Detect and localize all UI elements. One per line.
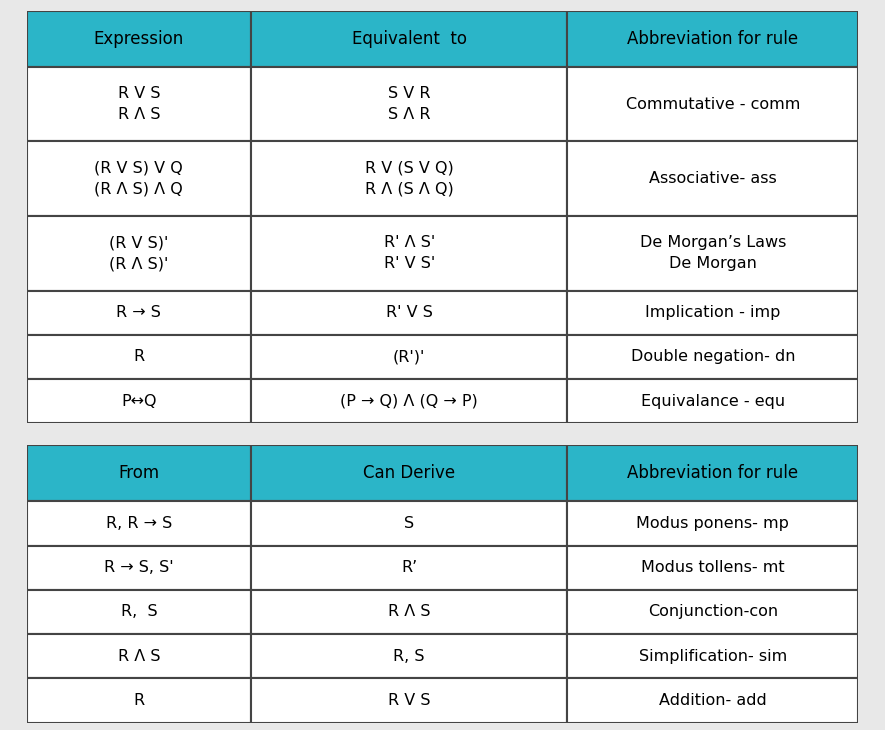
Text: P↔Q: P↔Q bbox=[121, 393, 157, 409]
Text: (R')': (R')' bbox=[393, 350, 426, 364]
Text: R V (S V Q)
R Λ (S Λ Q): R V (S V Q) R Λ (S Λ Q) bbox=[365, 161, 454, 196]
Text: Modus tollens- mt: Modus tollens- mt bbox=[641, 560, 785, 575]
Bar bbox=[27, 335, 251, 379]
Bar bbox=[251, 11, 567, 67]
Bar bbox=[27, 379, 251, 423]
Text: R, S: R, S bbox=[394, 649, 425, 664]
Text: R' Λ S'
R' V S': R' Λ S' R' V S' bbox=[383, 235, 435, 272]
Text: S: S bbox=[404, 516, 414, 531]
Bar bbox=[27, 634, 251, 678]
Bar bbox=[567, 445, 858, 502]
Text: Equivalance - equ: Equivalance - equ bbox=[641, 393, 785, 409]
Bar bbox=[567, 11, 858, 67]
Bar bbox=[567, 545, 858, 590]
Text: Abbreviation for rule: Abbreviation for rule bbox=[627, 464, 798, 483]
Text: Modus ponens- mp: Modus ponens- mp bbox=[636, 516, 789, 531]
Bar bbox=[567, 590, 858, 634]
Text: Associative- ass: Associative- ass bbox=[649, 172, 777, 186]
Bar bbox=[251, 502, 567, 545]
Bar bbox=[251, 634, 567, 678]
Text: Can Derive: Can Derive bbox=[363, 464, 455, 483]
Bar bbox=[251, 67, 567, 142]
Text: R V S: R V S bbox=[388, 693, 430, 708]
Bar bbox=[251, 678, 567, 723]
Bar bbox=[27, 445, 251, 502]
Bar bbox=[251, 590, 567, 634]
Bar bbox=[27, 142, 251, 216]
Text: R: R bbox=[134, 350, 144, 364]
Bar bbox=[567, 502, 858, 545]
Text: (P → Q) Λ (Q → P): (P → Q) Λ (Q → P) bbox=[341, 393, 478, 409]
Bar bbox=[27, 67, 251, 142]
Bar bbox=[27, 291, 251, 335]
Bar bbox=[251, 335, 567, 379]
Text: R V S
R Λ S: R V S R Λ S bbox=[118, 86, 160, 122]
Bar bbox=[251, 142, 567, 216]
Bar bbox=[251, 216, 567, 291]
Text: R: R bbox=[134, 693, 144, 708]
Text: R Λ S: R Λ S bbox=[388, 604, 430, 620]
Bar bbox=[567, 634, 858, 678]
Text: R, R → S: R, R → S bbox=[105, 516, 172, 531]
Bar bbox=[251, 291, 567, 335]
Text: Equivalent  to: Equivalent to bbox=[351, 30, 466, 48]
Text: R → S, S': R → S, S' bbox=[104, 560, 173, 575]
Text: (R V S)'
(R Λ S)': (R V S)' (R Λ S)' bbox=[109, 235, 168, 272]
Bar bbox=[27, 502, 251, 545]
Bar bbox=[27, 545, 251, 590]
Text: (R V S) V Q
(R Λ S) Λ Q: (R V S) V Q (R Λ S) Λ Q bbox=[95, 161, 183, 196]
Bar bbox=[251, 379, 567, 423]
Text: R’: R’ bbox=[401, 560, 418, 575]
Bar bbox=[567, 379, 858, 423]
Text: Conjunction-con: Conjunction-con bbox=[648, 604, 778, 620]
Bar bbox=[567, 216, 858, 291]
Bar bbox=[567, 142, 858, 216]
Text: Implication - imp: Implication - imp bbox=[645, 305, 781, 320]
Bar bbox=[251, 445, 567, 502]
Bar bbox=[251, 545, 567, 590]
Text: Addition- add: Addition- add bbox=[659, 693, 766, 708]
Bar bbox=[567, 291, 858, 335]
Text: R,  S: R, S bbox=[120, 604, 158, 620]
Text: R' V S: R' V S bbox=[386, 305, 433, 320]
Bar bbox=[567, 678, 858, 723]
Text: Simplification- sim: Simplification- sim bbox=[639, 649, 787, 664]
Text: S V R
S Λ R: S V R S Λ R bbox=[388, 86, 430, 122]
Bar bbox=[27, 11, 251, 67]
Text: Double negation- dn: Double negation- dn bbox=[631, 350, 795, 364]
Text: Expression: Expression bbox=[94, 30, 184, 48]
Bar bbox=[567, 335, 858, 379]
Text: De Morgan’s Laws
De Morgan: De Morgan’s Laws De Morgan bbox=[640, 235, 786, 272]
Bar bbox=[567, 67, 858, 142]
Text: R → S: R → S bbox=[117, 305, 161, 320]
Text: Commutative - comm: Commutative - comm bbox=[626, 96, 800, 112]
Text: R Λ S: R Λ S bbox=[118, 649, 160, 664]
Text: Abbreviation for rule: Abbreviation for rule bbox=[627, 30, 798, 48]
Bar bbox=[27, 216, 251, 291]
Text: From: From bbox=[119, 464, 159, 483]
Bar bbox=[27, 678, 251, 723]
Bar bbox=[27, 590, 251, 634]
